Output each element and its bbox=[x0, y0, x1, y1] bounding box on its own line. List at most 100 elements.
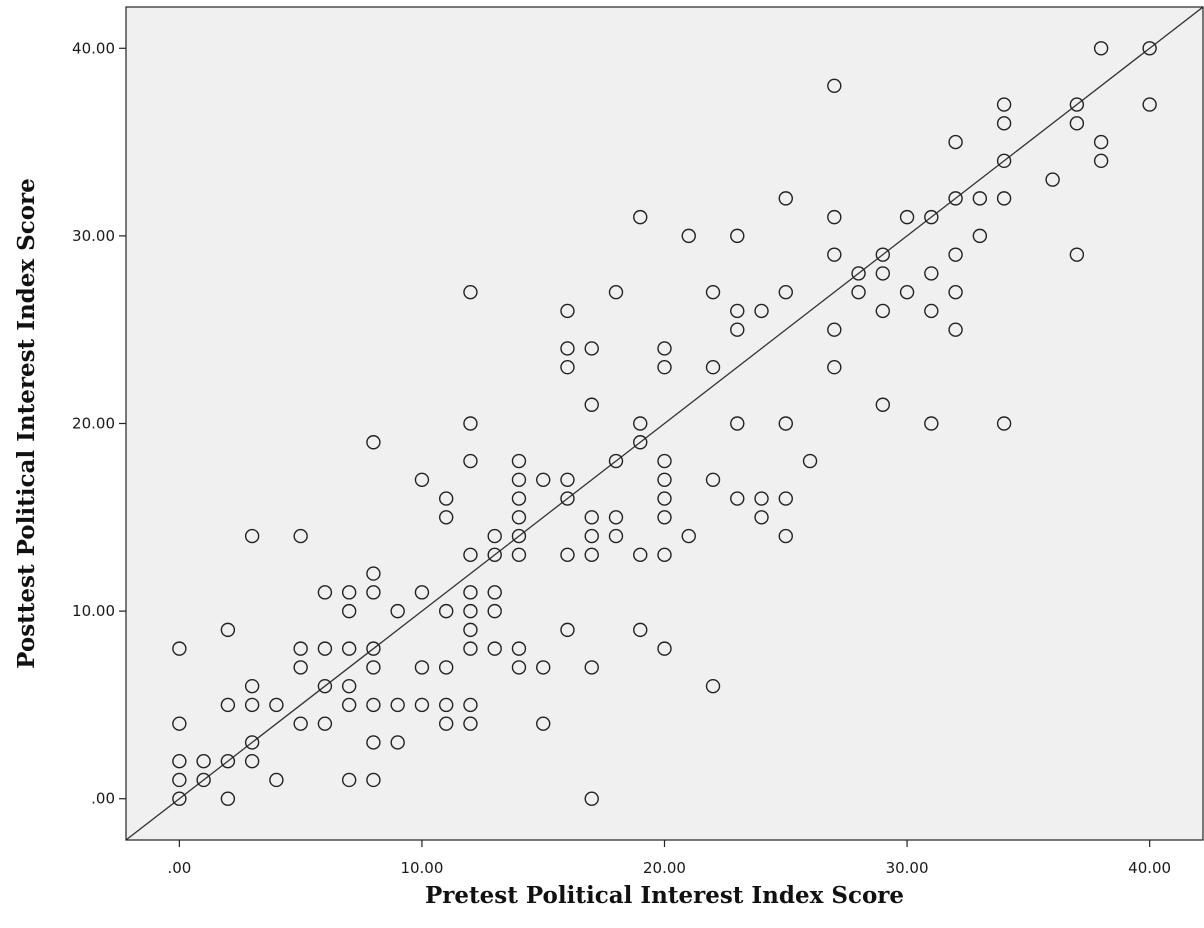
data-point bbox=[657, 641, 672, 656]
data-point bbox=[244, 678, 260, 694]
data-point bbox=[681, 228, 696, 244]
data-point bbox=[511, 453, 527, 469]
data-point bbox=[366, 735, 381, 750]
data-point bbox=[972, 191, 988, 206]
data-point bbox=[269, 772, 284, 788]
data-point bbox=[875, 397, 891, 412]
data-point bbox=[511, 472, 527, 487]
y-tick-label: 40.00 bbox=[72, 39, 115, 57]
data-point bbox=[705, 678, 721, 694]
data-point bbox=[851, 284, 866, 300]
data-point bbox=[681, 528, 696, 544]
data-point bbox=[366, 660, 381, 675]
data-point bbox=[341, 641, 357, 656]
x-tick-label: 10.00 bbox=[400, 859, 443, 877]
data-point bbox=[463, 416, 478, 431]
data-point bbox=[511, 547, 527, 563]
data-point bbox=[487, 585, 502, 600]
data-point bbox=[511, 641, 527, 656]
y-axis: .00 10.00 20.00 30.00 40.00 bbox=[72, 39, 126, 808]
data-point bbox=[827, 360, 842, 375]
data-point bbox=[705, 284, 721, 300]
data-point bbox=[463, 622, 478, 638]
data-point bbox=[827, 78, 842, 93]
data-point bbox=[584, 791, 599, 806]
data-point bbox=[1069, 97, 1085, 112]
data-point bbox=[317, 641, 333, 656]
x-tick-label: 20.00 bbox=[643, 859, 686, 877]
fit-line-layer bbox=[126, 7, 1203, 840]
data-point bbox=[511, 660, 527, 675]
data-point bbox=[511, 491, 527, 506]
data-point bbox=[463, 284, 478, 300]
data-point bbox=[220, 791, 236, 806]
data-point bbox=[730, 491, 745, 506]
data-point bbox=[633, 435, 648, 450]
data-point bbox=[827, 209, 842, 225]
data-point bbox=[875, 247, 891, 262]
data-point bbox=[705, 360, 721, 375]
data-point bbox=[948, 322, 963, 337]
data-point bbox=[972, 228, 988, 244]
data-point bbox=[633, 547, 648, 563]
data-point bbox=[172, 641, 187, 656]
data-point bbox=[778, 416, 793, 431]
data-point bbox=[948, 247, 963, 262]
data-point bbox=[438, 491, 454, 506]
data-point bbox=[487, 547, 502, 563]
data-point bbox=[633, 416, 648, 431]
data-point bbox=[1093, 153, 1109, 169]
data-point bbox=[172, 716, 187, 731]
data-point bbox=[220, 754, 236, 769]
data-point bbox=[438, 716, 454, 731]
data-point bbox=[851, 266, 866, 281]
data-point bbox=[948, 134, 963, 150]
data-point bbox=[244, 754, 260, 769]
data-point bbox=[584, 397, 599, 412]
data-point bbox=[269, 697, 284, 713]
y-tick-label: 10.00 bbox=[72, 602, 115, 620]
x-axis-title: Pretest Political Interest Index Score bbox=[425, 882, 904, 909]
data-point bbox=[996, 116, 1012, 131]
data-point bbox=[1045, 172, 1060, 187]
data-point bbox=[487, 641, 502, 656]
data-point bbox=[366, 585, 381, 600]
data-point bbox=[730, 322, 745, 337]
data-point bbox=[560, 622, 575, 638]
data-point bbox=[220, 697, 236, 713]
data-point bbox=[560, 341, 575, 356]
data-point bbox=[366, 772, 381, 788]
data-point bbox=[996, 416, 1012, 431]
data-point bbox=[608, 510, 624, 525]
data-point bbox=[608, 528, 624, 544]
data-point bbox=[657, 510, 672, 525]
data-point bbox=[584, 510, 599, 525]
data-point bbox=[438, 660, 454, 675]
data-point bbox=[924, 416, 939, 431]
data-point bbox=[414, 697, 430, 713]
data-point bbox=[608, 284, 624, 300]
x-tick-label: 40.00 bbox=[1128, 859, 1171, 877]
data-point bbox=[1069, 116, 1085, 131]
data-point bbox=[172, 791, 187, 806]
data-point bbox=[924, 303, 939, 319]
data-point bbox=[657, 547, 672, 563]
data-point bbox=[414, 585, 430, 600]
data-point bbox=[730, 228, 745, 244]
data-point bbox=[705, 472, 721, 487]
data-point bbox=[414, 660, 430, 675]
data-point bbox=[657, 491, 672, 506]
y-tick-label: 30.00 bbox=[72, 227, 115, 245]
data-point bbox=[390, 735, 405, 750]
data-point bbox=[802, 453, 818, 469]
data-point bbox=[366, 435, 381, 450]
data-point bbox=[511, 510, 527, 525]
data-point bbox=[996, 191, 1012, 206]
data-point bbox=[827, 247, 842, 262]
y-tick-label: .00 bbox=[91, 790, 115, 808]
data-point bbox=[778, 491, 793, 506]
data-point bbox=[438, 510, 454, 525]
data-point bbox=[463, 641, 478, 656]
data-point bbox=[511, 528, 527, 544]
